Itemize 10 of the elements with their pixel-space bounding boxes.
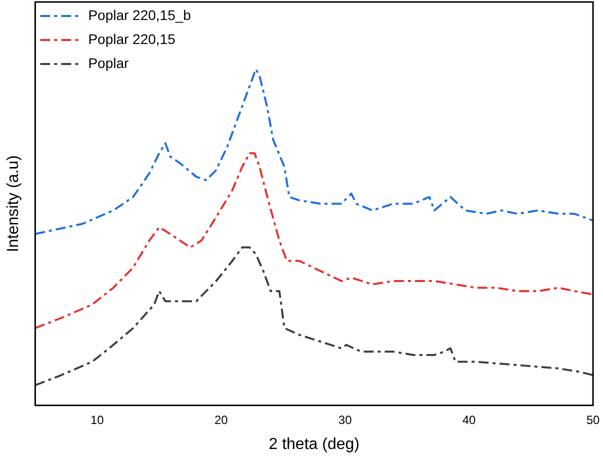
x-tick-label: 10 bbox=[90, 412, 104, 427]
x-axis-title: 2 theta (deg) bbox=[268, 436, 360, 453]
legend-label: Poplar 220,15_b bbox=[88, 6, 192, 23]
x-tick-label: 20 bbox=[214, 412, 228, 427]
x-tick-label: 30 bbox=[338, 412, 352, 427]
y-axis-title: Intensity (a.u) bbox=[5, 155, 22, 252]
legend-label: Poplar bbox=[88, 54, 130, 71]
x-tick-label: 40 bbox=[462, 412, 476, 427]
legend-label: Poplar 220,15 bbox=[88, 30, 176, 47]
x-tick-label: 50 bbox=[586, 412, 600, 427]
